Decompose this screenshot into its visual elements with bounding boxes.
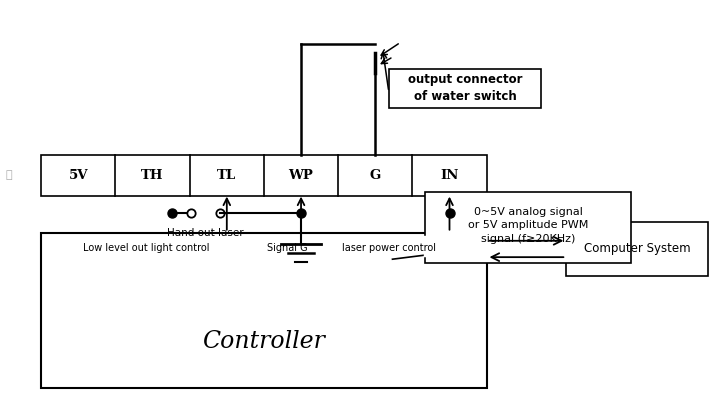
Bar — [41, 233, 486, 388]
Text: Controller: Controller — [203, 330, 326, 353]
Text: G: G — [369, 169, 381, 182]
Text: IN: IN — [441, 169, 459, 182]
Polygon shape — [393, 236, 425, 259]
Text: 0~5V analog signal
or 5V amplitude PWM
signal (f≥20KHz): 0~5V analog signal or 5V amplitude PWM s… — [468, 207, 588, 243]
Bar — [389, 69, 541, 108]
Text: Low level out light control: Low level out light control — [83, 243, 209, 253]
Text: laser power control: laser power control — [342, 243, 436, 253]
Text: output connector
of water switch: output connector of water switch — [408, 73, 522, 103]
Text: TL: TL — [217, 169, 236, 182]
Text: Computer System: Computer System — [584, 243, 690, 255]
Bar — [41, 155, 486, 196]
Text: TH: TH — [141, 169, 164, 182]
Bar — [425, 192, 632, 263]
Text: WP: WP — [289, 169, 313, 182]
Text: Hand out laser: Hand out laser — [166, 228, 244, 238]
Text: 5V: 5V — [68, 169, 88, 182]
Bar — [566, 222, 707, 276]
Text: Signal G: Signal G — [267, 243, 308, 253]
Text: 📄: 📄 — [5, 170, 12, 180]
